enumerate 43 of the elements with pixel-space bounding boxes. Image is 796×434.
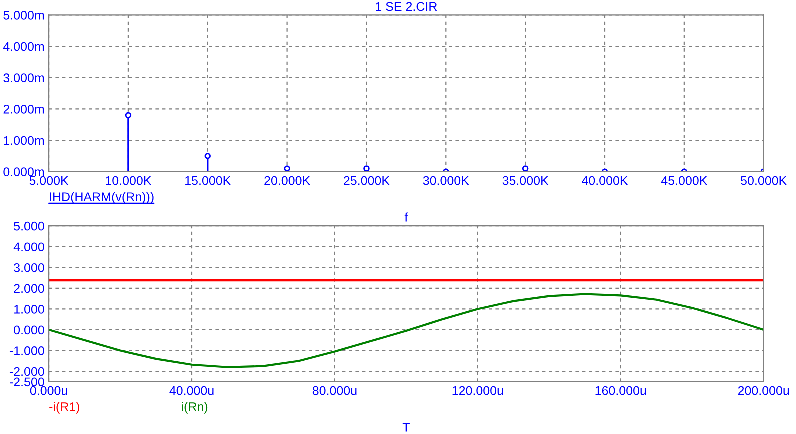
text: -i(R1) xyxy=(50,402,80,414)
x-tick-label: 35.000K xyxy=(502,176,549,186)
x-axis-title: T xyxy=(402,423,410,432)
line-series xyxy=(49,293,764,368)
x-tick-label: 0.000u xyxy=(30,386,68,396)
x-tick-label: 40.000u xyxy=(170,386,214,396)
x-tick-label: 50.000K xyxy=(741,176,787,186)
x-axis-title: f xyxy=(404,212,408,222)
point xyxy=(204,153,212,160)
y-tick-label: 1.000m xyxy=(4,136,44,146)
point xyxy=(522,166,529,172)
y-tick-label: 5.000 xyxy=(14,222,44,231)
x-tick-label: 20.000K xyxy=(264,176,310,186)
y-tick-label: -1.000 xyxy=(10,346,44,356)
point xyxy=(284,166,290,172)
text: i(Rn) xyxy=(182,402,208,414)
x-tick-label: 30.000K xyxy=(423,176,470,186)
x-tick-label: 15.000K xyxy=(186,176,232,186)
y-tick-label: 0.000m xyxy=(4,168,44,177)
point xyxy=(364,166,370,172)
y-tick-label: -2.000 xyxy=(10,367,44,376)
x-tick-label: 10.000K xyxy=(106,176,152,186)
x-tick-label: 25.000K xyxy=(344,176,390,186)
y-tick-label: 5.000m xyxy=(4,10,44,20)
y-tick-label: 3.000 xyxy=(14,263,44,272)
y-tick-label: 4.000m xyxy=(3,42,44,52)
y-tick-label: 3.000m xyxy=(4,74,44,83)
x-tick-label: 5.000K xyxy=(30,176,69,186)
x-tick-label: 120.000u xyxy=(452,386,504,396)
y-tick-label: 2.000m xyxy=(4,104,44,114)
x-tick-label: 80.000u xyxy=(312,386,357,396)
y-tick-label: 4.000 xyxy=(14,242,44,252)
x-tick-label: 45.000K xyxy=(661,176,708,186)
text: IHD(HARM(v(Rn))) xyxy=(50,192,154,204)
chart-title: 1 SE 2.CIR xyxy=(376,2,438,12)
x-tick-label: 200.000u xyxy=(738,386,790,396)
y-tick-label: -2.500 xyxy=(10,378,44,387)
point xyxy=(125,112,132,119)
y-tick-label: 0.000 xyxy=(14,326,44,335)
y-tick-label: 1.000 xyxy=(14,305,44,314)
x-tick-label: 160.000u xyxy=(596,386,646,396)
x-tick-label: 40.000K xyxy=(582,176,628,186)
y-tick-label: 2.000 xyxy=(14,284,44,294)
